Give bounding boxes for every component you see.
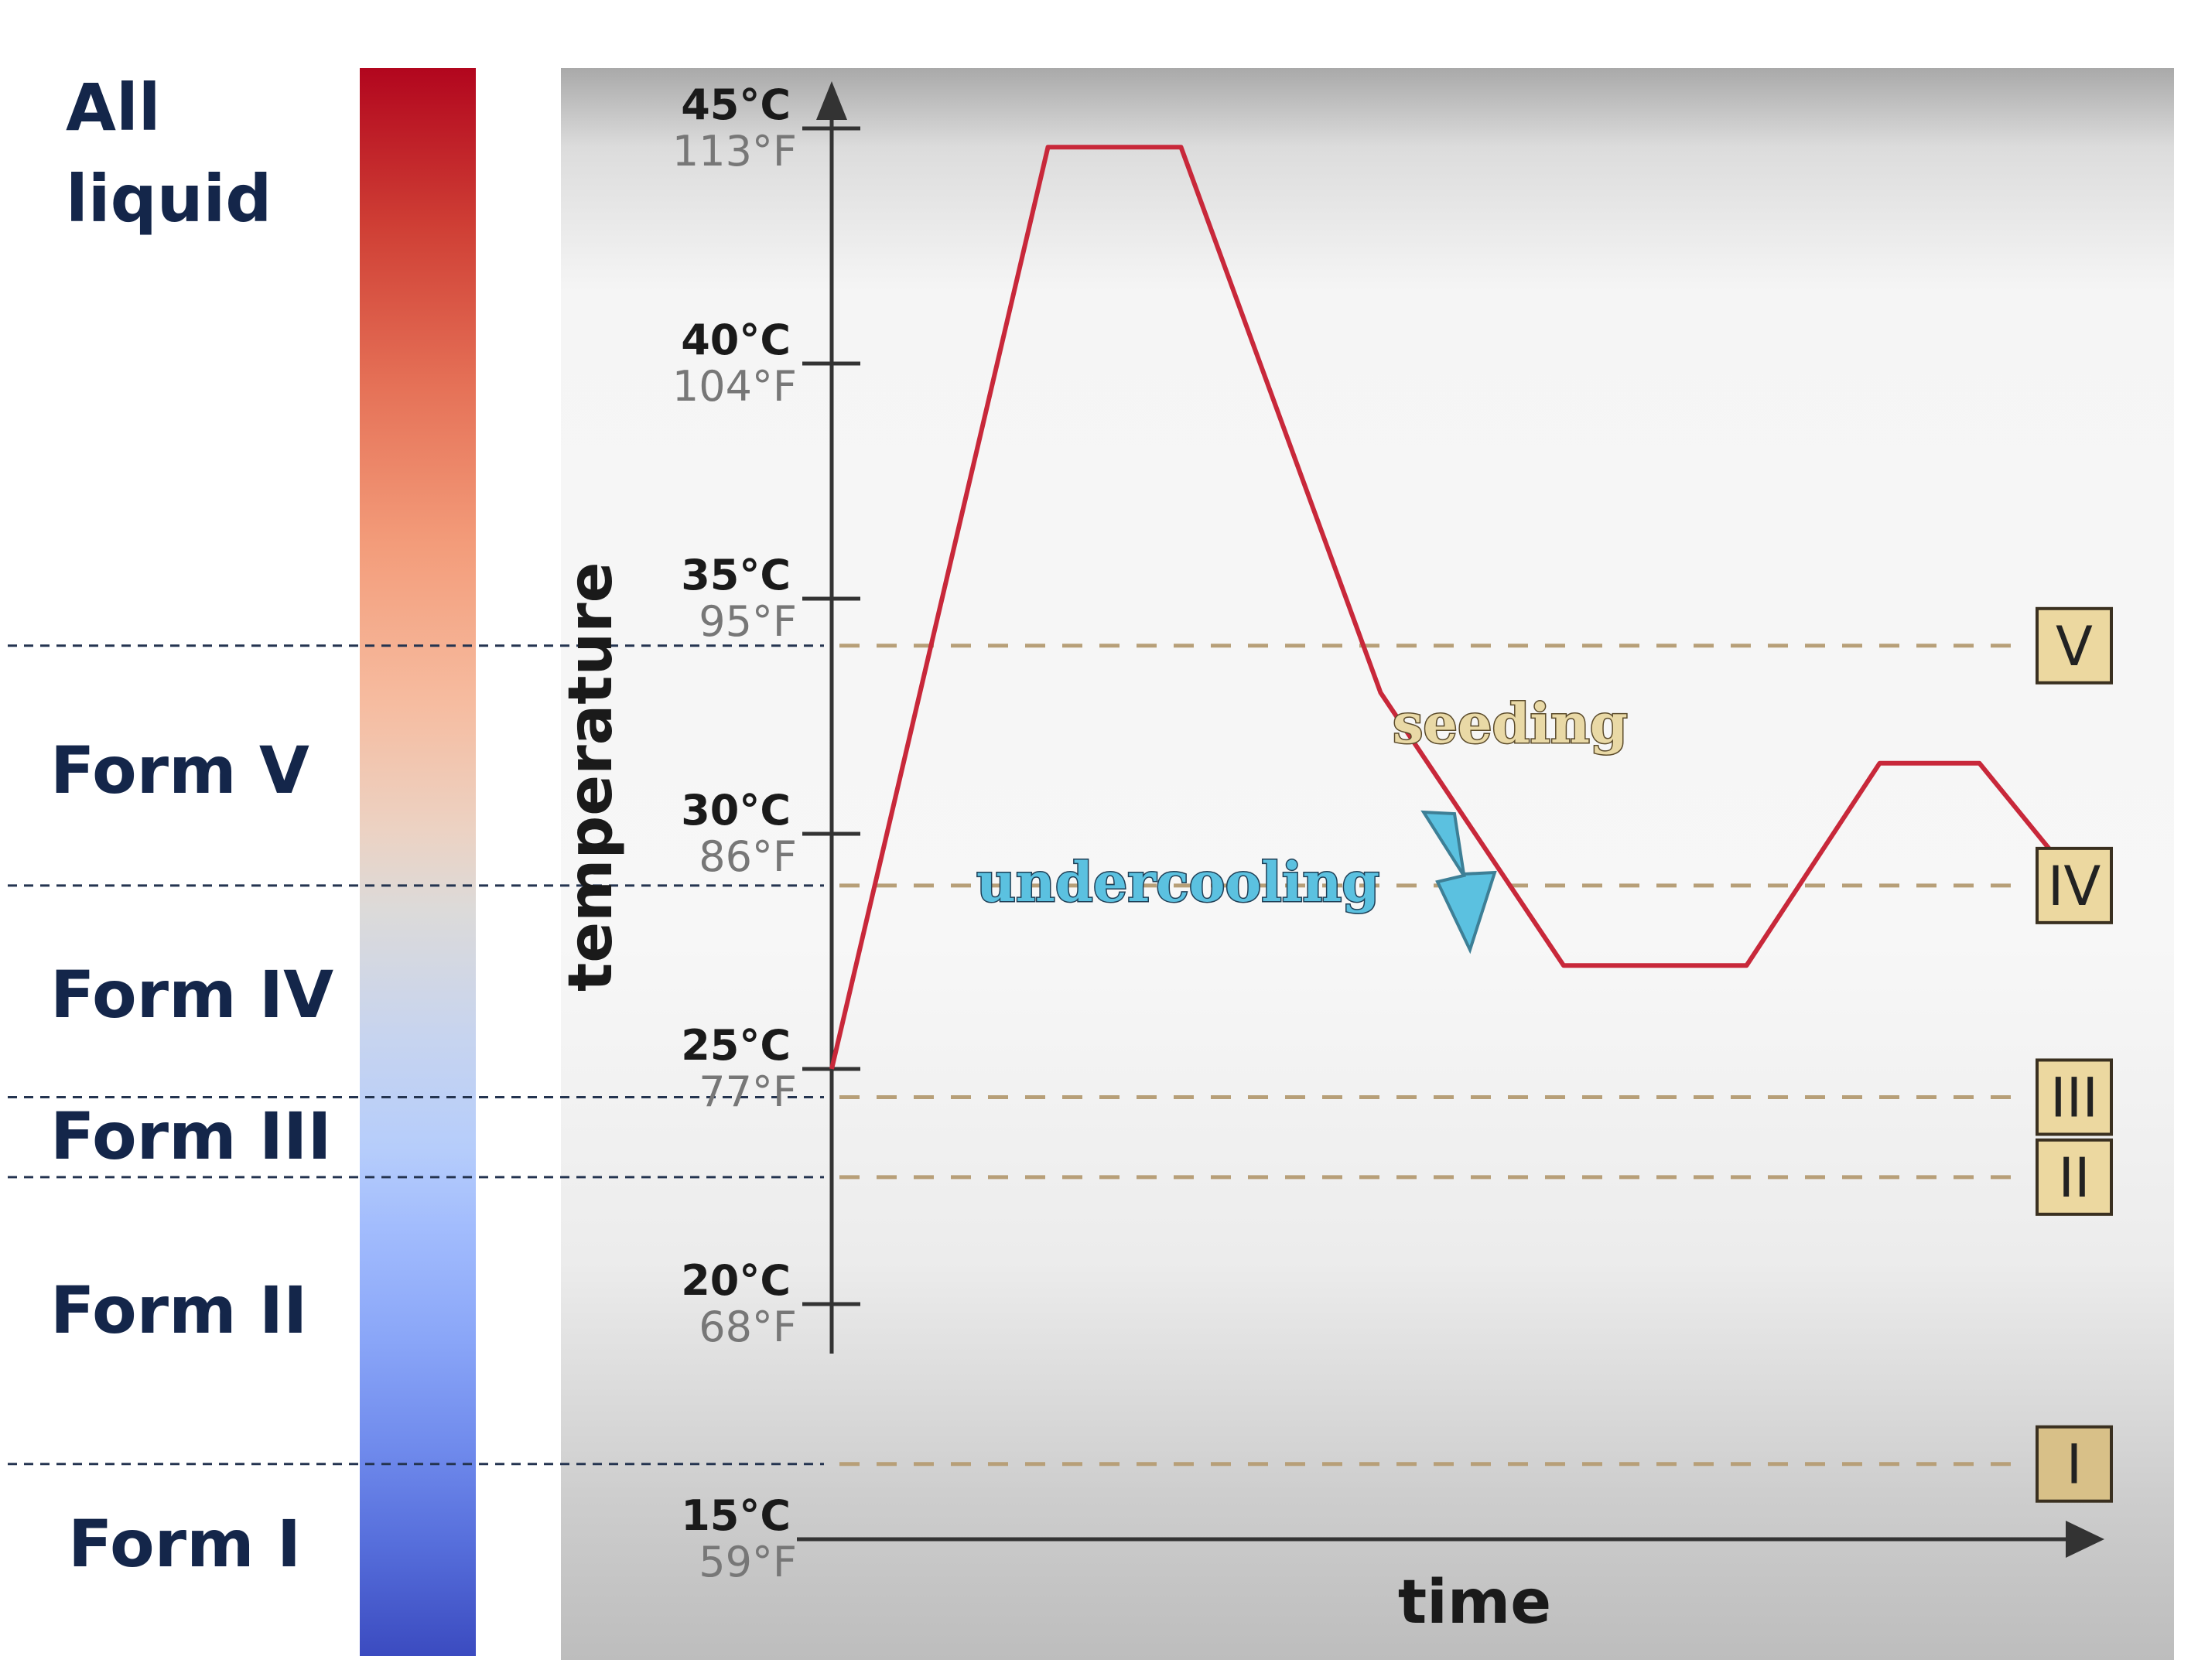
form-box-label: II xyxy=(2058,1146,2090,1210)
y-tick-label-fahrenheit: 95°F xyxy=(699,597,797,646)
temperature-series xyxy=(829,145,2081,1070)
form-box xyxy=(2036,1138,2113,1216)
y-tick-label-celsius: 25°C xyxy=(681,1021,791,1070)
form-box-label: V xyxy=(2056,615,2093,678)
y-tick-label-fahrenheit: 68°F xyxy=(699,1303,797,1351)
y-tick-label-celsius: 40°C xyxy=(681,316,791,364)
y-tick-label-celsius: 20°C xyxy=(681,1256,791,1305)
colorbar-label-form-iv: Form IV xyxy=(50,957,334,1033)
form-box-label: I xyxy=(2066,1433,2083,1497)
form-box xyxy=(2036,1058,2113,1136)
form-box-label: III xyxy=(2050,1066,2098,1129)
colorbar-label-form-i: Form I xyxy=(68,1506,302,1582)
colorbar-label-form-ii: Form II xyxy=(50,1272,308,1348)
y-tick-label-fahrenheit: 86°F xyxy=(699,832,797,881)
y-tick-label-celsius: 35°C xyxy=(681,551,791,599)
form-box-label: IV xyxy=(2048,855,2101,918)
form-box xyxy=(2036,846,2113,924)
colorbar-label-form-iii: Form III xyxy=(50,1098,332,1174)
y-tick-label-celsius: 30°C xyxy=(681,786,791,835)
x-axis-arrow-icon xyxy=(2066,1521,2104,1558)
form-box xyxy=(2036,1425,2113,1503)
colorbar-label-form-v: Form V xyxy=(50,732,309,808)
annotations: seeding undercooling xyxy=(976,691,1629,954)
undercooling-arrow-icon xyxy=(1420,810,1497,954)
y-axis-arrow-icon xyxy=(816,81,847,120)
y-tick-label-celsius: 45°C xyxy=(681,80,791,129)
temperature-curve xyxy=(829,145,2081,1070)
annotation-undercooling: undercooling xyxy=(976,850,1379,914)
y-tick-label-fahrenheit: 104°F xyxy=(672,362,797,411)
reference-lines xyxy=(839,644,2019,1467)
y-tick-label-fahrenheit: 113°F xyxy=(672,127,797,176)
y-axis-label: temperature xyxy=(556,562,626,992)
form-box xyxy=(2036,606,2113,685)
temperature-colorbar xyxy=(360,68,476,1656)
x-axis-label: time xyxy=(1398,1568,1551,1637)
y-tick-label-fahrenheit: 77°F xyxy=(699,1067,797,1116)
annotation-seeding: seeding xyxy=(1393,691,1628,756)
y-tick-label-celsius: 15°C xyxy=(681,1491,791,1540)
axes xyxy=(797,81,2104,1558)
form-boundary-lines xyxy=(8,644,824,1466)
y-tick-label-fahrenheit: 59°F xyxy=(699,1538,797,1586)
colorbar-label-all-liquid: All liquid xyxy=(66,70,272,237)
